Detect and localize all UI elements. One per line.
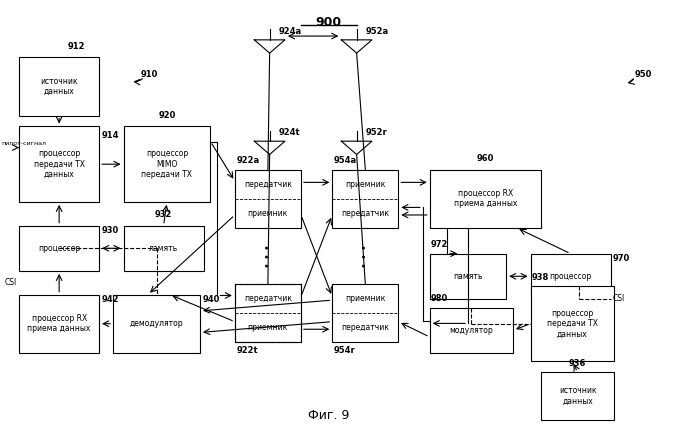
Text: 912: 912 [67, 42, 85, 51]
Bar [235, 284, 301, 342]
Text: 922t: 922t [236, 346, 258, 355]
Text: демодулятор: демодулятор [130, 319, 183, 328]
Text: 936: 936 [569, 359, 586, 368]
Text: приемник: приемник [247, 323, 288, 332]
Text: CSI: CSI [5, 278, 17, 287]
Text: источник
данных: источник данных [41, 77, 78, 96]
Text: 954a: 954a [333, 156, 356, 165]
Text: память: память [453, 272, 482, 281]
Text: 954r: 954r [333, 346, 355, 355]
Bar [332, 284, 398, 342]
Bar [541, 372, 614, 420]
Text: процессор
MIMO
передачи TX: процессор MIMO передачи TX [141, 149, 192, 179]
Text: пилот-сигнал: пилот-сигнал [1, 141, 47, 145]
Text: передатчик: передатчик [341, 323, 389, 332]
Bar [332, 170, 398, 228]
Text: процессор
передачи TX
данных: процессор передачи TX данных [34, 149, 85, 179]
Bar [430, 308, 513, 353]
Bar [235, 284, 301, 342]
Text: 922a: 922a [236, 156, 259, 165]
Text: 924t: 924t [279, 128, 301, 137]
Text: процессор: процессор [38, 244, 80, 253]
Bar [124, 226, 203, 271]
Bar [430, 170, 541, 228]
Text: ламять: ламять [149, 244, 178, 253]
Text: 972: 972 [431, 240, 449, 250]
Text: • • •: • • • [360, 244, 370, 268]
Text: 900: 900 [316, 16, 342, 30]
Text: 970: 970 [613, 253, 630, 263]
Bar [19, 295, 99, 353]
Bar [430, 253, 506, 299]
Text: 950: 950 [635, 70, 652, 79]
Bar [531, 286, 614, 362]
Text: 920: 920 [158, 111, 175, 120]
Bar [19, 226, 99, 271]
Text: 932: 932 [154, 210, 172, 219]
Text: передатчик: передатчик [244, 180, 292, 189]
Text: передатчик: передатчик [244, 294, 292, 303]
Text: 910: 910 [141, 70, 158, 79]
Text: 930: 930 [101, 226, 119, 235]
Text: 914: 914 [101, 131, 119, 140]
Text: модулятор: модулятор [449, 326, 493, 335]
Text: приемник: приемник [345, 294, 386, 303]
Text: процессор
передачи TX
данных: процессор передачи TX данных [547, 309, 598, 339]
Text: приемник: приемник [345, 180, 386, 189]
Text: процессор RX
приема данных: процессор RX приема данных [454, 189, 517, 208]
Text: процессор RX
приема данных: процессор RX приема данных [27, 314, 91, 333]
Text: • • •: • • • [263, 244, 273, 268]
Bar [113, 295, 200, 353]
Text: источник
данных: источник данных [559, 386, 596, 406]
Text: 938: 938 [532, 273, 549, 282]
Text: 952r: 952r [366, 128, 387, 137]
Text: процессор: процессор [549, 272, 592, 281]
Bar [531, 253, 611, 299]
Text: передатчик: передатчик [341, 209, 389, 218]
Text: приемник: приемник [247, 209, 288, 218]
Text: 942: 942 [101, 295, 119, 304]
Bar [235, 170, 301, 228]
Text: 940: 940 [202, 295, 219, 304]
Text: 952a: 952a [366, 27, 389, 36]
Text: CSI: CSI [613, 294, 625, 303]
Text: 960: 960 [477, 154, 494, 163]
Text: 980: 980 [431, 294, 448, 303]
Bar [124, 126, 210, 202]
Text: 924a: 924a [279, 27, 302, 36]
Text: Фиг. 9: Фиг. 9 [308, 409, 350, 422]
Bar [19, 57, 99, 116]
Bar [19, 126, 99, 202]
